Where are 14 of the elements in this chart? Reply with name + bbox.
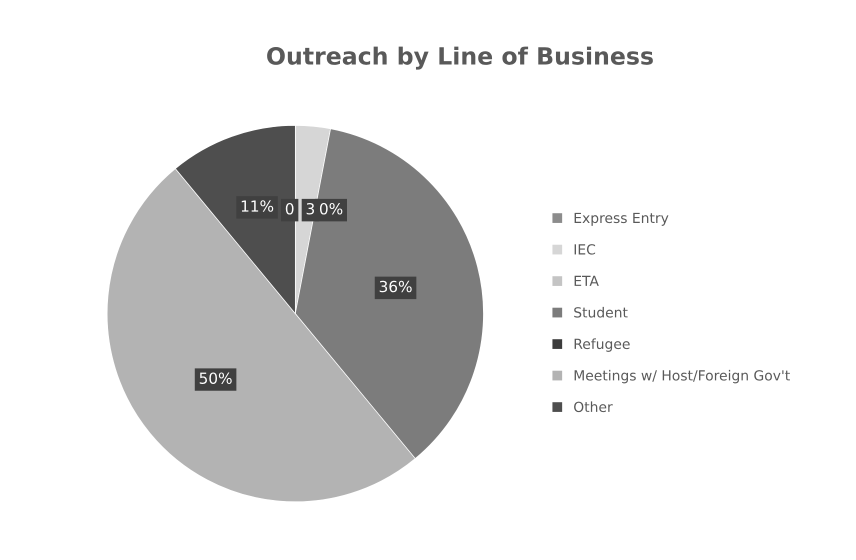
legend-label: Student: [574, 306, 628, 318]
data-label: 11%: [242, 200, 274, 212]
data-label: 3: [306, 202, 314, 215]
legend-label: Meetings w/ Host/Foreign Gov't: [574, 370, 790, 384]
chart-title: Outreach by Line of Business: [267, 46, 653, 70]
legend-label: Refugee: [574, 338, 630, 352]
legend-label: IEC: [574, 244, 596, 255]
text: 0%: [320, 202, 342, 215]
legend-label: Express Entry: [574, 212, 668, 226]
legend-label: ETA: [574, 276, 599, 286]
text: 0: [286, 202, 294, 215]
legend-label: Other: [574, 401, 613, 412]
data-label: 36%: [380, 280, 412, 292]
data-label: 50%: [200, 372, 232, 384]
